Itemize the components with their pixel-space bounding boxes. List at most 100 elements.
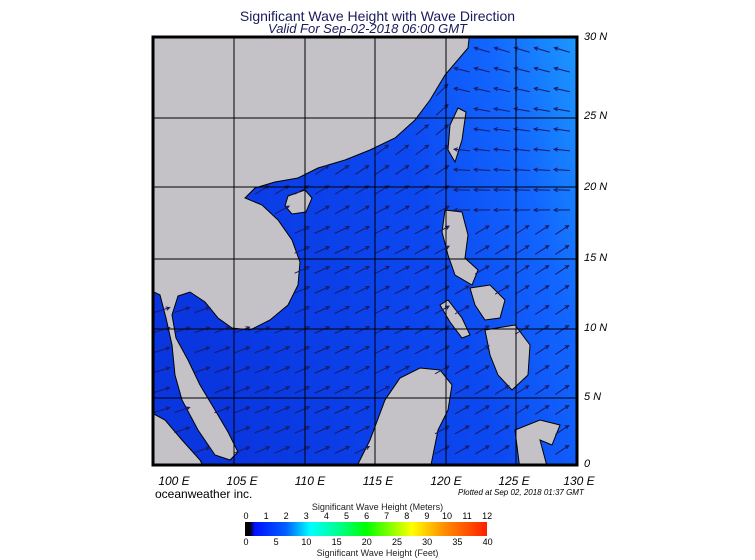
land-sumatra: [153, 413, 204, 465]
wave-direction-arrow: [452, 207, 471, 213]
wave-direction-arrow: [452, 147, 471, 152]
wave-direction-arrow: [414, 345, 431, 355]
wave-direction-arrow: [555, 384, 570, 395]
wave-direction-arrow: [294, 426, 311, 434]
wave-direction-arrow: [354, 345, 371, 354]
meter-tick: 3: [303, 511, 309, 521]
feet-tick: 25: [391, 537, 402, 547]
wave-direction-arrow: [394, 305, 411, 315]
wave-direction-arrow: [374, 205, 391, 215]
wave-direction-arrow: [314, 446, 331, 454]
wave-direction-arrow: [514, 385, 530, 395]
wave-direction-arrow: [194, 366, 211, 374]
wave-direction-arrow: [555, 424, 570, 435]
wave-direction-arrow: [314, 426, 331, 434]
wave-direction-arrow: [492, 207, 511, 213]
wave-direction-arrow: [334, 445, 351, 454]
wave-direction-arrow: [354, 225, 371, 234]
wave-direction-arrow: [452, 187, 471, 193]
meter-tick: 2: [283, 511, 289, 521]
wave-direction-arrow: [514, 305, 530, 315]
meter-tick: 10: [441, 511, 452, 521]
wave-direction-arrow: [494, 405, 510, 415]
wave-direction-arrow: [494, 385, 510, 395]
wave-direction-arrow: [394, 345, 411, 355]
wave-direction-arrow: [294, 286, 311, 294]
wave-direction-arrow: [335, 164, 350, 175]
wave-direction-arrow: [533, 66, 550, 73]
wave-direction-arrow: [454, 425, 470, 435]
feet-tick: 15: [331, 537, 342, 547]
wave-direction-arrow: [294, 246, 311, 254]
wave-direction-arrow: [415, 164, 430, 175]
wave-direction-arrow: [453, 86, 470, 93]
plotted-time: Plotted at Sep 02, 2018 01:37 GMT: [458, 488, 584, 497]
wave-direction-arrow: [334, 305, 351, 314]
wave-direction-arrow: [555, 364, 570, 375]
wave-direction-arrow: [274, 386, 291, 394]
meter-tick: 5: [343, 511, 349, 521]
land-taiwan: [447, 107, 467, 164]
wave-direction-arrow: [474, 425, 490, 435]
wave-direction-arrow: [472, 127, 490, 132]
wave-direction-arrow: [374, 225, 391, 235]
wave-direction-arrow: [395, 164, 410, 175]
wave-direction-arrow: [555, 404, 570, 415]
wave-direction-arrow: [474, 225, 490, 235]
wave-direction-arrow: [472, 147, 491, 152]
wave-direction-arrow: [314, 306, 331, 314]
wave-direction-arrow: [274, 346, 291, 354]
wave-direction-arrow: [354, 265, 371, 274]
feet-tick: 0: [243, 537, 249, 547]
lon-label: 125 E: [498, 474, 530, 488]
wave-direction-arrow: [334, 245, 351, 254]
feet-tick: 30: [422, 537, 433, 547]
wave-direction-arrow: [374, 245, 391, 255]
lon-label: 105 E: [226, 474, 258, 488]
wave-direction-arrow: [214, 386, 231, 394]
wave-direction-arrow: [274, 406, 291, 414]
wave-direction-arrow: [414, 305, 431, 315]
wave-direction-arrow: [473, 106, 490, 112]
wave-direction-arrow: [214, 406, 231, 414]
lon-label: 110 E: [294, 474, 326, 488]
wave-direction-arrow: [494, 425, 510, 435]
wave-direction-arrow: [154, 406, 171, 413]
meter-tick: 1: [263, 511, 269, 521]
lat-label: 5 N: [584, 391, 602, 403]
wave-direction-arrow: [194, 306, 211, 314]
wave-direction-arrow: [234, 386, 251, 394]
wave-direction-arrow: [494, 285, 510, 295]
wave-direction-arrow: [535, 345, 550, 355]
wave-direction-arrow: [394, 225, 411, 235]
wave-direction-arrow: [492, 147, 511, 152]
wave-direction-arrow: [315, 164, 330, 175]
wave-direction-arrow: [394, 365, 411, 375]
wave-direction-arrow: [535, 285, 550, 295]
wave-direction-arrow: [174, 426, 191, 433]
wave-direction-arrow: [414, 225, 431, 235]
wave-direction-arrow: [472, 207, 491, 213]
wave-direction-arrow: [533, 106, 550, 112]
wave-direction-arrow: [354, 245, 371, 254]
wave-direction-arrow: [535, 405, 550, 415]
wave-direction-arrow: [174, 306, 191, 313]
land-borneo: [356, 367, 453, 465]
wave-direction-arrow: [535, 225, 550, 235]
wave-direction-arrow: [474, 445, 490, 455]
wave-direction-arrow: [314, 205, 331, 215]
wave-direction-arrow: [334, 285, 351, 294]
wave-direction-arrow: [274, 426, 291, 434]
wave-direction-arrow: [274, 205, 291, 215]
wave-direction-arrow: [394, 245, 411, 255]
wave-direction-arrow: [375, 164, 390, 175]
wave-direction-arrow: [494, 225, 510, 235]
wave-direction-arrow: [334, 345, 351, 354]
wave-direction-arrow: [514, 265, 530, 275]
wave-direction-arrow: [154, 306, 171, 313]
wave-direction-arrow: [535, 305, 550, 315]
wave-direction-arrow: [474, 325, 490, 335]
wave-direction-arrow: [394, 205, 411, 215]
wave-direction-arrow: [454, 305, 470, 315]
wave-direction-arrow: [374, 365, 391, 375]
